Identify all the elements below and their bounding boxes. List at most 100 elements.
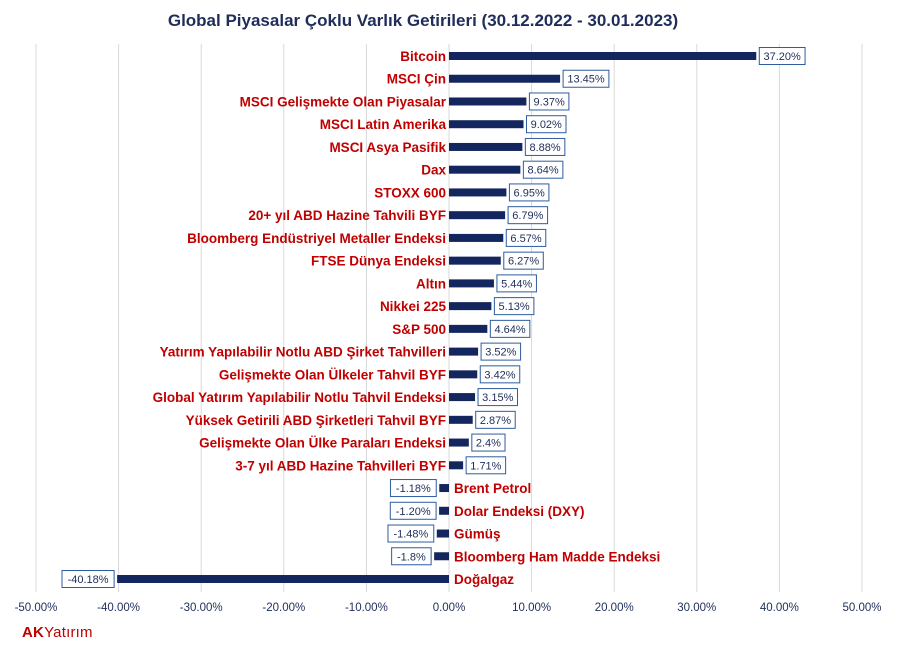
x-tick-label: 30.00% <box>677 602 716 614</box>
data-label-box <box>496 274 537 293</box>
x-tick-label: -10.00% <box>345 602 388 614</box>
category-label: Gelişmekte Olan Ülkeler Tahvil BYF <box>219 367 446 382</box>
data-label: 13.45% <box>567 74 605 86</box>
data-label: -1.18% <box>396 483 431 495</box>
category-label: STOXX 600 <box>374 185 446 200</box>
bar <box>449 188 507 197</box>
data-label: -1.48% <box>393 529 428 541</box>
bar <box>117 575 450 583</box>
category-label: Dolar Endeksi (DXY) <box>454 504 585 519</box>
data-label-box <box>526 115 567 134</box>
bar <box>449 438 469 447</box>
x-axis-ticks: -50.00% -40.00% -30.00% -20.00% -10.00% 0.00%… <box>15 602 882 614</box>
data-label: -1.20% <box>396 506 431 518</box>
bar <box>439 484 449 493</box>
bar <box>449 97 527 106</box>
category-label: Bitcoin <box>400 49 446 64</box>
data-label-box <box>503 251 544 270</box>
data-label-box <box>391 547 432 566</box>
bar <box>439 506 449 515</box>
bar <box>449 165 521 174</box>
data-label-box <box>471 433 506 452</box>
data-label: 2.4% <box>476 438 501 450</box>
bar <box>449 142 523 151</box>
data-label-box <box>489 319 531 338</box>
bar <box>449 74 561 83</box>
data-label-box <box>480 342 522 361</box>
category-label: Altın <box>416 276 446 291</box>
data-label-box <box>389 479 437 498</box>
data-label: -40.18% <box>68 574 109 586</box>
data-label-box <box>522 160 564 179</box>
category-label: MSCI Çin <box>387 72 446 87</box>
brand-part2: Yatırım <box>44 624 93 641</box>
category-label: Bloomberg Endüstriyel Metaller Endeksi <box>187 231 446 246</box>
data-label: 3.52% <box>485 347 516 359</box>
bar <box>449 256 501 265</box>
x-tick-label: -30.00% <box>180 602 223 614</box>
bar <box>449 233 504 242</box>
data-label-box <box>479 365 521 384</box>
data-label: 3.42% <box>484 369 515 381</box>
bar <box>449 302 492 311</box>
bar <box>449 393 476 402</box>
data-label-box <box>524 137 566 156</box>
chart-title: Global Piyasalar Çoklu Varlık Getirileri… <box>168 11 678 30</box>
x-tick-label: -50.00% <box>15 602 58 614</box>
x-tick-label: -20.00% <box>262 602 305 614</box>
category-label: MSCI Asya Pasifik <box>329 140 446 155</box>
bar <box>449 461 464 470</box>
gridlines <box>35 44 863 592</box>
x-tick-label: -40.00% <box>97 602 140 614</box>
data-label: 6.95% <box>514 187 545 199</box>
data-label: 1.71% <box>470 460 501 472</box>
bar <box>434 552 449 561</box>
data-label: 9.37% <box>534 96 565 108</box>
brand-part1: AK <box>22 624 45 641</box>
data-label: 2.87% <box>480 415 511 427</box>
data-label-box <box>61 570 115 588</box>
bars: 37.20% Bitcoin 13.45% MSCI Çin 9.37% MSCI Gel… <box>61 47 806 588</box>
brand-logo: AKYatırım <box>22 624 93 641</box>
x-tick-label: 40.00% <box>760 602 799 614</box>
bar <box>449 415 473 424</box>
data-label-box <box>387 524 435 543</box>
category-label: Bloomberg Ham Madde Endeksi <box>454 549 660 564</box>
x-tick-label: 50.00% <box>842 602 881 614</box>
data-label-box <box>508 183 550 202</box>
bar <box>449 279 494 288</box>
category-label: S&P 500 <box>392 322 446 337</box>
bar <box>449 120 524 129</box>
data-label: 8.64% <box>528 165 559 177</box>
bar <box>449 211 506 220</box>
data-label: 4.64% <box>494 324 525 336</box>
category-label: Gelişmekte Olan Ülke Paraları Endeksi <box>199 436 446 451</box>
category-label: FTSE Dünya Endeksi <box>311 254 446 269</box>
bar <box>449 324 488 333</box>
data-label-box <box>758 47 806 65</box>
data-label: 3.15% <box>482 392 513 404</box>
data-label: 6.57% <box>510 233 541 245</box>
data-label: 5.44% <box>501 278 532 290</box>
data-label-box <box>475 410 516 429</box>
category-label: Doğalgaz <box>454 572 514 587</box>
bar <box>436 529 449 538</box>
category-label: Gümüş <box>454 527 501 542</box>
data-label-box <box>528 92 570 111</box>
x-tick-label: 10.00% <box>512 602 551 614</box>
data-label: 8.88% <box>529 142 560 154</box>
bar <box>449 370 478 379</box>
category-label: Global Yatırım Yapılabilir Notlu Tahvil … <box>153 390 446 405</box>
data-label-box <box>477 388 519 407</box>
bar <box>449 347 479 356</box>
data-label: 6.27% <box>508 256 539 268</box>
data-label-box <box>562 69 610 88</box>
category-label: MSCI Gelişmekte Olan Piyasalar <box>240 94 447 109</box>
data-label: 37.20% <box>764 51 802 63</box>
x-tick-label: 20.00% <box>595 602 634 614</box>
category-label: 20+ yıl ABD Hazine Tahvili BYF <box>248 208 446 223</box>
x-tick-label: 0.00% <box>433 602 466 614</box>
category-label: Brent Petrol <box>454 481 531 496</box>
category-label: Dax <box>421 163 446 178</box>
